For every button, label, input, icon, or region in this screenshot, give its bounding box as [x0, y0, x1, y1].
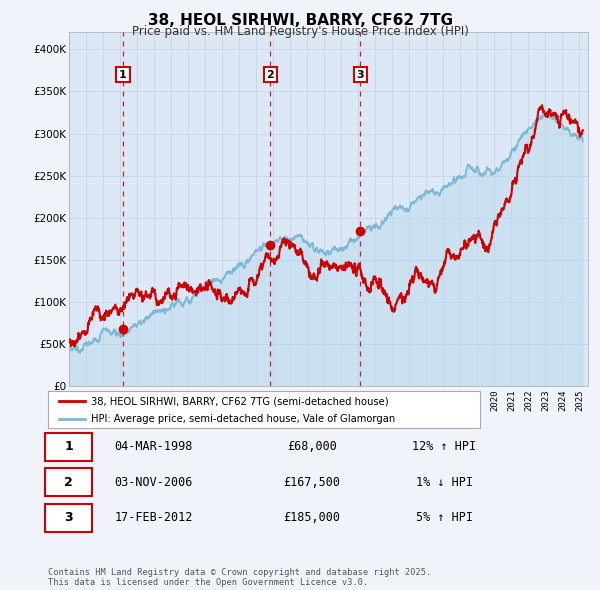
Text: £167,500: £167,500 [284, 476, 341, 489]
Text: 1: 1 [64, 440, 73, 454]
Text: 3: 3 [356, 70, 364, 80]
Text: 1: 1 [119, 70, 127, 80]
Text: 1% ↓ HPI: 1% ↓ HPI [415, 476, 473, 489]
Text: 03-NOV-2006: 03-NOV-2006 [115, 476, 193, 489]
FancyBboxPatch shape [46, 504, 92, 532]
Text: 3: 3 [64, 511, 73, 525]
Text: 12% ↑ HPI: 12% ↑ HPI [412, 440, 476, 454]
Text: Contains HM Land Registry data © Crown copyright and database right 2025.
This d: Contains HM Land Registry data © Crown c… [48, 568, 431, 587]
Text: 2: 2 [266, 70, 274, 80]
FancyBboxPatch shape [46, 468, 92, 496]
Text: Price paid vs. HM Land Registry's House Price Index (HPI): Price paid vs. HM Land Registry's House … [131, 25, 469, 38]
Text: 2: 2 [64, 476, 73, 489]
Text: £185,000: £185,000 [284, 511, 341, 525]
FancyBboxPatch shape [46, 433, 92, 461]
Text: 5% ↑ HPI: 5% ↑ HPI [415, 511, 473, 525]
Text: £68,000: £68,000 [287, 440, 337, 454]
Text: HPI: Average price, semi-detached house, Vale of Glamorgan: HPI: Average price, semi-detached house,… [91, 414, 395, 424]
Text: 04-MAR-1998: 04-MAR-1998 [115, 440, 193, 454]
Text: 38, HEOL SIRHWI, BARRY, CF62 7TG: 38, HEOL SIRHWI, BARRY, CF62 7TG [148, 13, 452, 28]
Text: 17-FEB-2012: 17-FEB-2012 [115, 511, 193, 525]
Text: 38, HEOL SIRHWI, BARRY, CF62 7TG (semi-detached house): 38, HEOL SIRHWI, BARRY, CF62 7TG (semi-d… [91, 396, 389, 407]
